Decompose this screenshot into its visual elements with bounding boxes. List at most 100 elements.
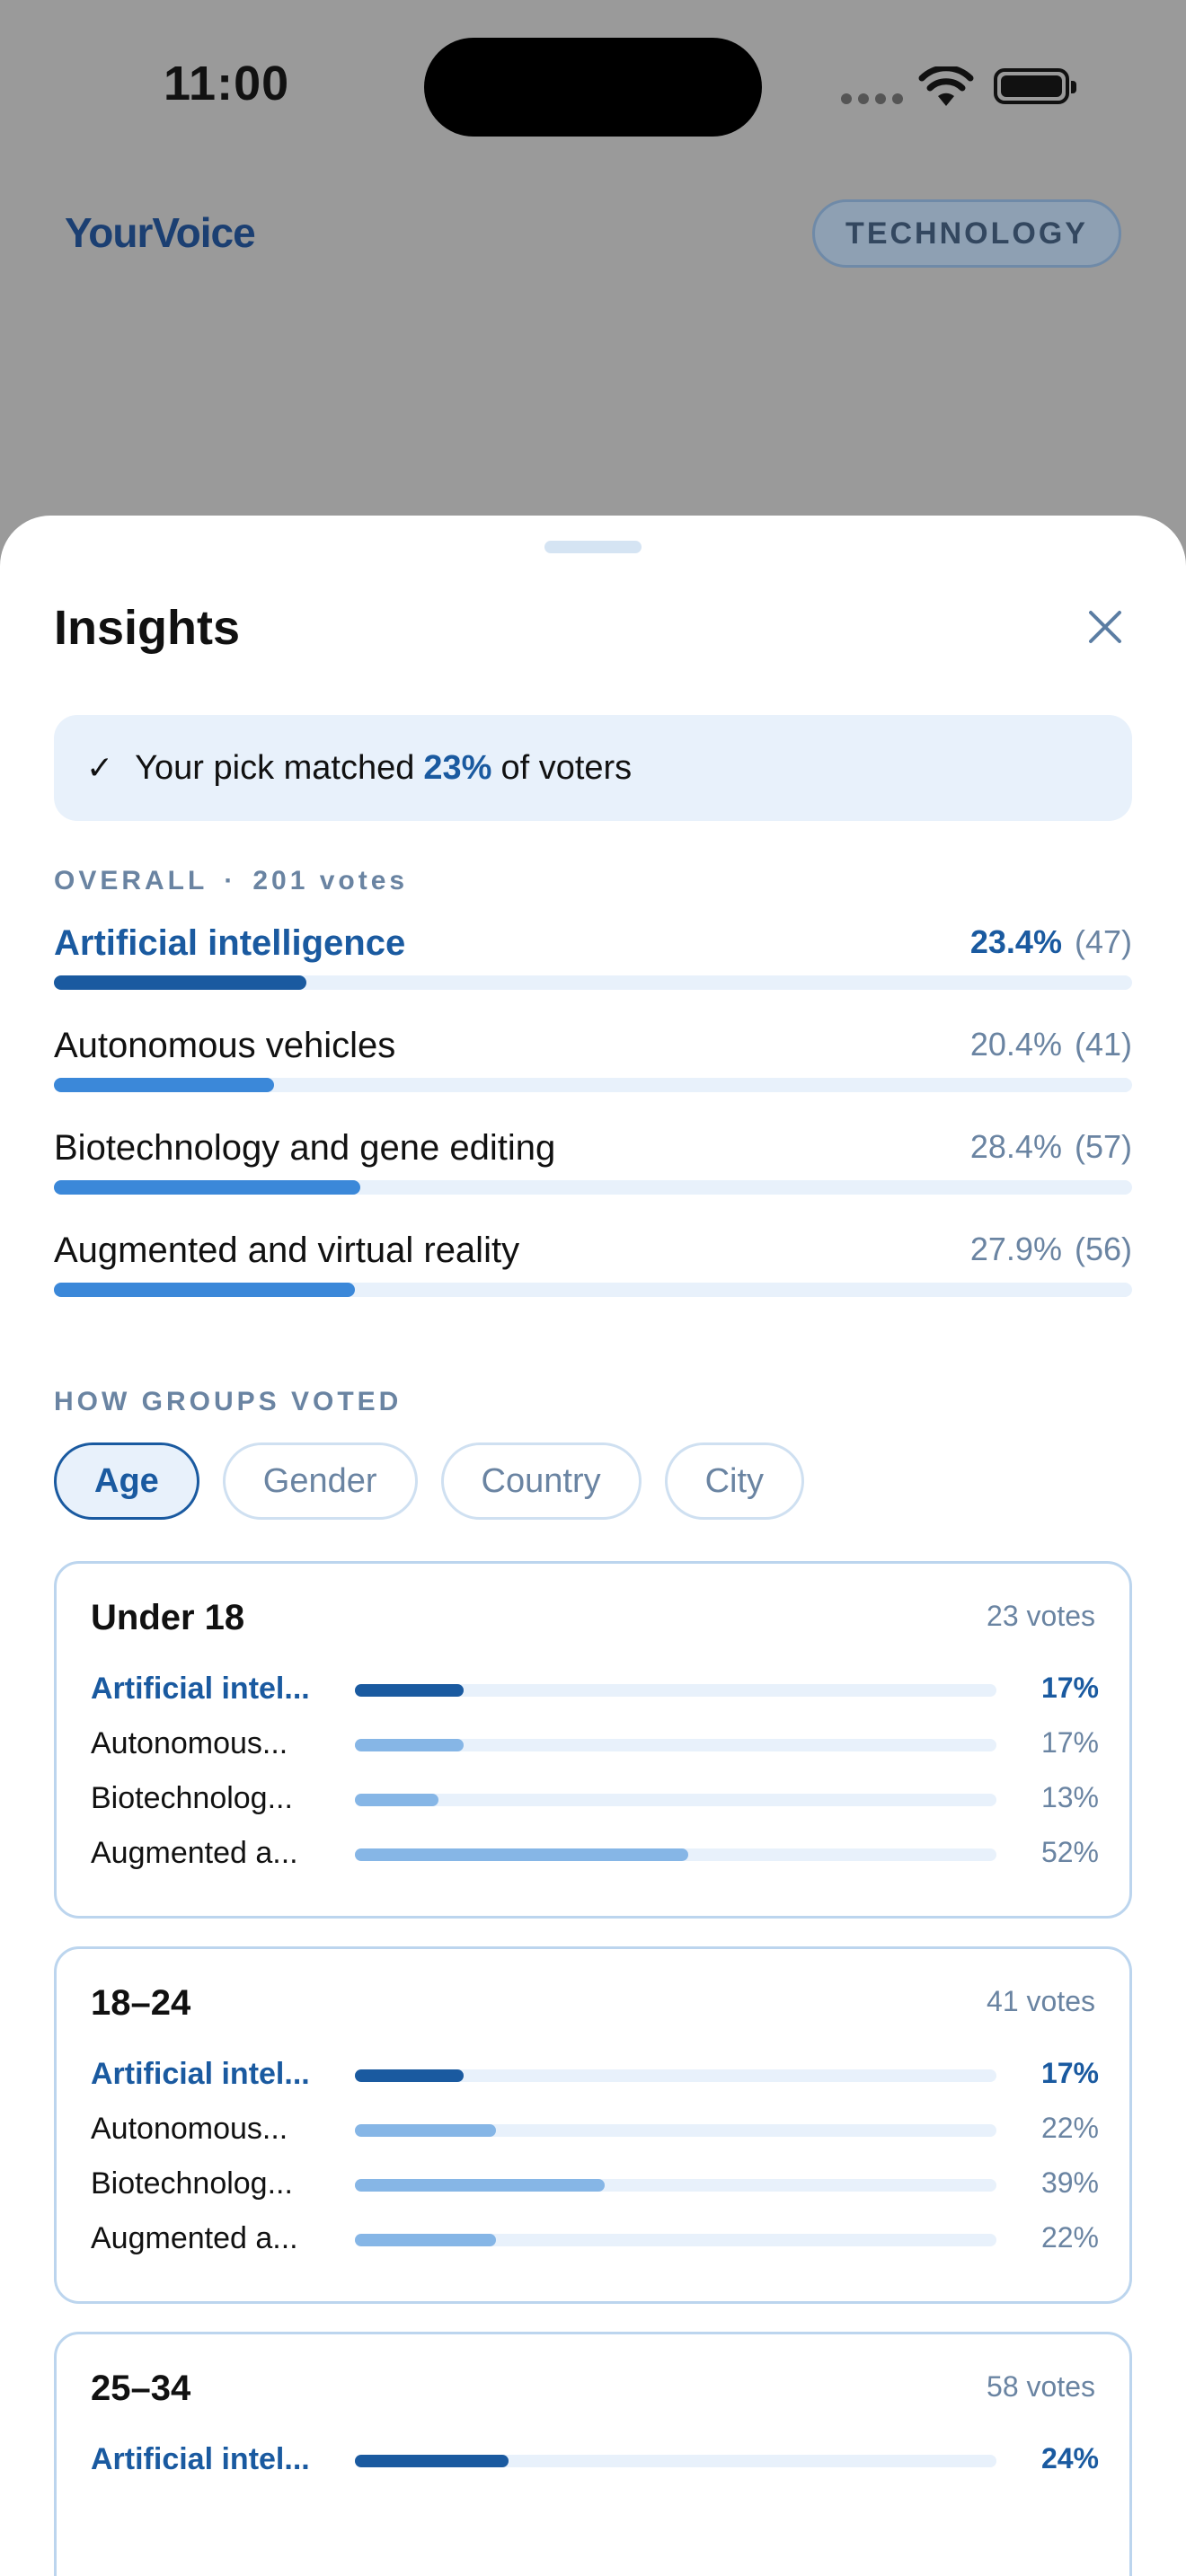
battery-icon [994,68,1076,104]
overall-option-track [54,1078,1132,1092]
group-option-row: Augmented a... 52% [91,1836,1099,1881]
overall-label-text: OVERALL [54,866,208,895]
status-time: 11:00 [164,57,290,110]
group-option-percent: 24% [1040,2442,1099,2475]
overall-option-stats: 28.4% (57) [970,1128,1132,1166]
tab-age[interactable]: Age [54,1442,199,1520]
overall-option-bar [54,1283,355,1297]
group-option-percent: 39% [1040,2166,1099,2199]
match-suffix: of voters [500,748,633,787]
cellular-signal-icon [841,93,903,104]
overall-option-percent: 28.4% [969,1128,1062,1165]
group-option-percent: 17% [1040,1726,1099,1759]
match-banner: ✓ Your pick matched 23% of voters [54,715,1132,821]
tab-gender[interactable]: Gender [222,1442,418,1520]
overall-votes: 201 votes [252,866,409,895]
overall-option-track [54,1180,1132,1195]
overall-option-name: Augmented and virtual reality [54,1231,520,1270]
overall-option-percent: 23.4% [969,923,1062,960]
group-option-bar [355,2179,606,2192]
overall-option-bar [54,1078,274,1092]
group-option-name: Biotechnolog... [91,1781,293,1815]
group-option-percent: 22% [1040,2221,1099,2254]
group-option-track [355,1794,996,1806]
group-option-row: Autonomous... 22% [91,2112,1099,2157]
group-option-track [355,1848,996,1861]
overall-option-bar [54,975,306,990]
groups-label: HOW GROUPS VOTED [54,1387,403,1416]
tab-country[interactable]: Country [440,1442,642,1520]
group-option-bar [355,1848,689,1861]
group-option-bar [355,2069,465,2082]
overall-option-name: Biotechnology and gene editing [54,1128,556,1168]
match-prefix: Your pick matched [135,748,415,787]
overall-option-bar [54,1180,360,1195]
overall-option-stats: 27.9% (56) [970,1231,1132,1268]
group-option-track [355,2069,996,2082]
overall-option-row: Biotechnology and gene editing 28.4% (57) [54,1128,1132,1200]
wifi-icon [918,66,974,106]
group-option-name: Biotechnolog... [91,2166,293,2201]
overall-option-percent: 27.9% [969,1231,1062,1267]
group-option-row: Artificial intel... 17% [91,1672,1099,1716]
group-votes: 58 votes [987,2370,1095,2403]
match-percent: 23% [423,748,492,787]
group-card: 25–34 58 votes Artificial intel... 24% [54,2332,1132,2576]
group-option-bar [355,1684,465,1697]
group-title: Under 18 [91,1598,245,1637]
group-option-name: Autonomous... [91,1726,288,1760]
group-option-percent: 13% [1040,1781,1099,1813]
group-option-track [355,2234,996,2246]
overall-option-percent: 20.4% [969,1026,1062,1063]
category-badge: TECHNOLOGY [812,199,1121,268]
group-option-percent: 17% [1040,2057,1099,2089]
overall-label: OVERALL · 201 votes [54,866,408,896]
group-card: Under 18 23 votes Artificial intel... 17% Au… [54,1561,1132,1919]
overall-option-track [54,1283,1132,1297]
overall-option-row: Augmented and virtual reality 27.9% (56) [54,1231,1132,1302]
group-votes: 41 votes [987,1985,1095,2017]
group-option-row: Augmented a... 22% [91,2221,1099,2266]
group-option-row: Biotechnolog... 39% [91,2166,1099,2211]
group-option-name: Augmented a... [91,2221,298,2255]
overall-option-count: (47) [1074,923,1132,960]
sheet-grabber[interactable] [544,541,642,553]
overall-option-stats: 23.4% (47) [970,923,1132,961]
group-option-bar [355,1794,438,1806]
overall-option-track [54,975,1132,990]
group-option-percent: 22% [1040,2112,1099,2144]
group-option-track [355,2455,996,2467]
group-option-bar [355,2455,509,2467]
status-bar: 11:00 [0,0,1186,180]
group-option-name: Autonomous... [91,2112,288,2146]
checkmark-icon: ✓ [86,749,114,786]
group-option-bar [355,2124,497,2137]
overall-separator: · [224,866,237,895]
group-option-name: Artificial intel... [91,2442,310,2476]
group-option-track [355,2124,996,2137]
group-option-track [355,2179,996,2192]
overall-option-name: Artificial intelligence [54,923,406,963]
group-option-name: Artificial intel... [91,1672,310,1706]
overall-option-row: Autonomous vehicles 20.4% (41) [54,1026,1132,1098]
group-option-row: Autonomous... 17% [91,1726,1099,1771]
overall-option-count: (56) [1074,1231,1132,1267]
close-icon[interactable] [1084,605,1127,648]
group-option-bar [355,2234,497,2246]
group-title: 25–34 [91,2369,191,2408]
group-option-percent: 52% [1040,1836,1099,1868]
app-logo: YourVoice [65,209,256,256]
group-option-bar [355,1739,465,1751]
overall-option-count: (41) [1074,1026,1132,1063]
group-card: 18–24 41 votes Artificial intel... 17% Auton… [54,1946,1132,2304]
sheet-title: Insights [54,601,241,655]
group-option-percent: 17% [1040,1672,1099,1704]
group-option-track [355,1739,996,1751]
overall-option-row: Artificial intelligence 23.4% (47) [54,923,1132,995]
overall-option-stats: 20.4% (41) [970,1026,1132,1063]
group-option-row: Artificial intel... 17% [91,2057,1099,2102]
overall-option-count: (57) [1074,1128,1132,1165]
tab-city[interactable]: City [664,1442,805,1520]
group-option-row: Artificial intel... 24% [91,2442,1099,2487]
group-option-row: Biotechnolog... 13% [91,1781,1099,1826]
